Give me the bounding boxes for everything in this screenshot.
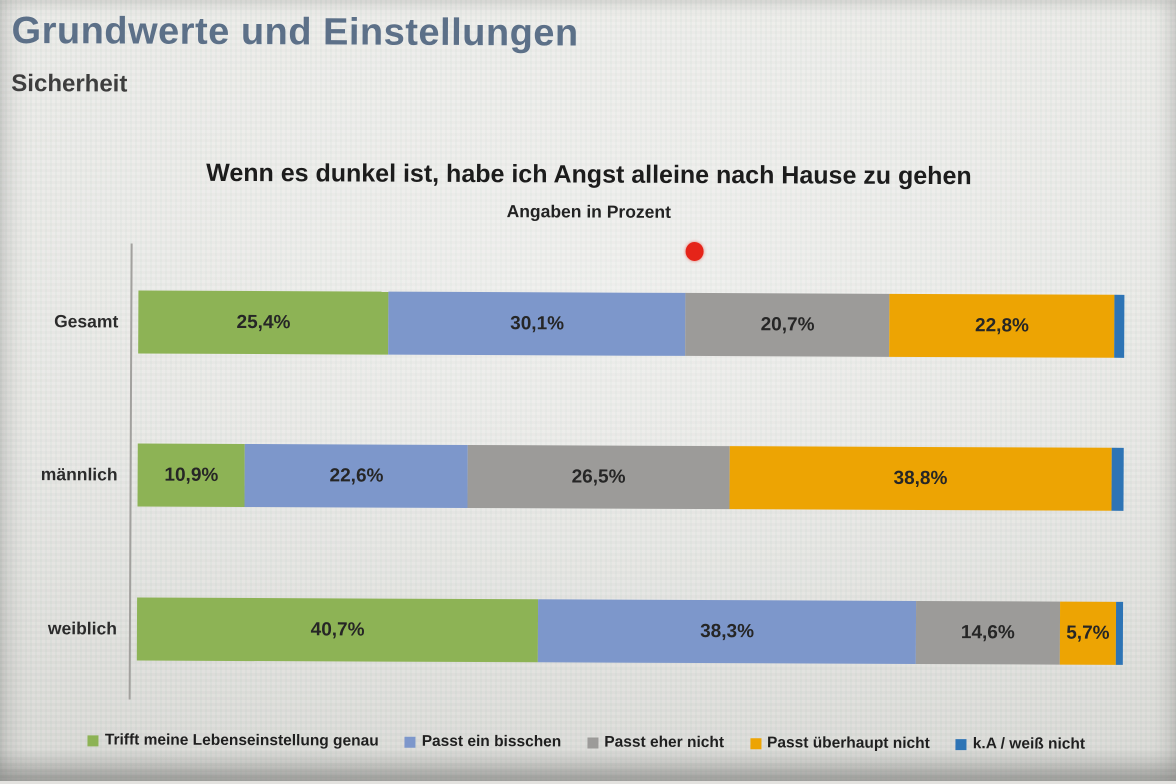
bar-row: 25,4% 30,1% 20,7% 22,8% xyxy=(138,290,1125,358)
plot-area: 25,4% 30,1% 20,7% 22,8% 10,9% 22,6% 26,5% 38,8%… xyxy=(128,243,1131,704)
category-label: weiblich xyxy=(47,618,118,639)
legend-item: k.A / weiß nicht xyxy=(955,735,1086,754)
legend-label: Passt ein bisschen xyxy=(421,732,562,751)
segment-value-label: 38,3% xyxy=(700,620,755,642)
legend-item: Passt eher nicht xyxy=(587,734,724,753)
bar-segment: 22,6% xyxy=(244,444,469,508)
category-label: Gesamt xyxy=(54,311,119,332)
bar-segment: 10,9% xyxy=(137,443,246,508)
bar-segment: 22,8% xyxy=(889,293,1115,358)
bar-segment: 5,7% xyxy=(1059,601,1117,665)
segment-value-label: 5,7% xyxy=(1066,622,1110,644)
legend: Trifft meine Lebenseinstellung genau Pass… xyxy=(0,731,1174,754)
legend-label: Passt überhaupt nicht xyxy=(767,734,930,753)
segment-value-label: 22,8% xyxy=(975,314,1029,336)
chart-subtitle: Angaben in Prozent xyxy=(506,201,671,222)
bar-segment: 25,4% xyxy=(138,290,389,355)
legend-label: Passt eher nicht xyxy=(604,733,725,752)
segment-value-label: 14,6% xyxy=(960,621,1015,643)
bar-segment: 26,5% xyxy=(467,444,730,510)
legend-swatch-icon xyxy=(750,737,762,749)
legend-item: Passt ein bisschen xyxy=(404,732,562,752)
category-label: männlich xyxy=(40,464,118,485)
bar-segment: 40,7% xyxy=(136,597,539,663)
legend-swatch-icon xyxy=(587,737,599,749)
segment-value-label: 40,7% xyxy=(310,618,365,641)
bar-segment: 20,7% xyxy=(685,292,890,357)
bar-row: 10,9% 22,6% 26,5% 38,8% xyxy=(137,443,1124,511)
bar-row: 40,7% 38,3% 14,6% 5,7% xyxy=(136,597,1124,665)
segment-value-label: 26,5% xyxy=(571,465,626,488)
bar-segment xyxy=(1115,601,1124,665)
segment-value-label: 38,8% xyxy=(893,467,948,489)
segment-value-label: 22,6% xyxy=(329,464,384,487)
segment-value-label: 30,1% xyxy=(510,312,565,334)
bar-segment xyxy=(1111,447,1124,511)
bar-segment: 14,6% xyxy=(915,600,1060,665)
legend-label: Trifft meine Lebenseinstellung genau xyxy=(104,731,379,750)
legend-label: k.A / weiß nicht xyxy=(972,735,1086,753)
bar-segment: 30,1% xyxy=(388,291,686,356)
legend-item: Trifft meine Lebenseinstellung genau xyxy=(87,731,379,750)
bar-segment xyxy=(1114,294,1125,358)
segment-value-label: 10,9% xyxy=(164,464,219,486)
legend-item: Passt überhaupt nicht xyxy=(750,734,930,753)
bar-segment: 38,3% xyxy=(538,599,917,664)
legend-swatch-icon xyxy=(955,738,967,750)
chart-title: Wenn es dunkel ist, habe ich Angst allei… xyxy=(206,158,972,191)
legend-swatch-icon xyxy=(87,734,99,746)
bar-segment: 38,8% xyxy=(729,446,1112,511)
segment-value-label: 20,7% xyxy=(760,313,815,336)
slide-title: Grundwerte und Einstellungen xyxy=(11,9,579,55)
legend-swatch-icon xyxy=(404,736,416,748)
segment-value-label: 25,4% xyxy=(236,311,291,333)
slide-subtitle: Sicherheit xyxy=(11,69,128,98)
